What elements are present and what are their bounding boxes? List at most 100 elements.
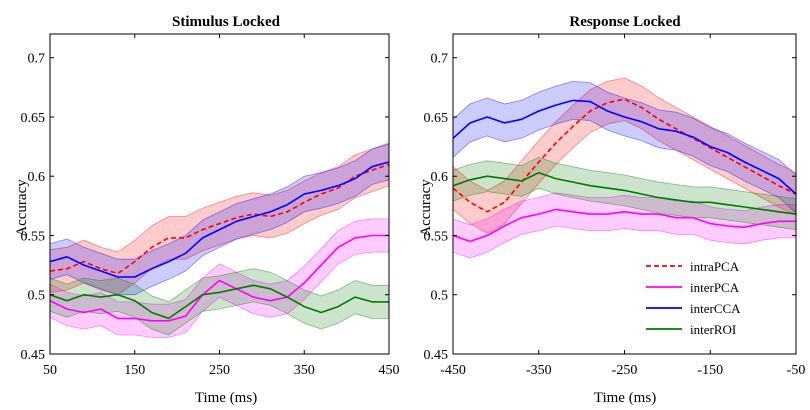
data-point-interroi [286,296,288,298]
data-point-interroi [252,284,254,286]
data-point-intrapca [320,193,322,195]
data-point-intercca [692,136,694,138]
data-point-intercca [743,161,745,163]
data-point-interpca [320,264,322,266]
data-point-interroi [201,294,203,296]
data-point-intrapca [538,161,540,163]
x-tick-label: -450 [440,363,466,378]
data-point-interroi [100,296,102,298]
series-line-interpca [49,234,389,322]
data-point-interpca [83,311,85,313]
data-point-interpca [303,282,305,284]
data-point-interroi [778,211,780,213]
data-point-intercca [218,228,220,230]
data-point-interroi [743,206,745,208]
data-point-intrapca [486,211,488,213]
data-point-interpca [709,222,711,224]
data-point-interroi [151,311,153,313]
data-point-intercca [134,276,136,278]
data-point-intercca [320,189,322,191]
data-point-interpca [269,300,271,302]
data-point-interpca [503,225,505,227]
data-point-interroi [538,172,540,174]
series-line-intercca [452,99,797,195]
chart-title: Stimulus Locked [172,14,281,30]
x-tick-label: 50 [43,363,57,378]
data-point-interroi [269,288,271,290]
data-point-intercca [151,268,153,270]
data-point-intrapca [83,260,85,262]
data-point-intrapca [503,201,505,203]
data-point-interpca [589,213,591,215]
data-point-intercca [640,121,642,123]
data-point-interroi [117,294,119,296]
data-point-interpca [66,308,68,310]
data-point-intercca [117,276,119,278]
data-point-interroi [555,177,557,179]
data-point-interpca [726,225,728,227]
legend: intraPCA interPCA interCCA interROI [646,259,741,337]
data-point-intercca [761,169,763,171]
data-point-intrapca [589,110,591,112]
data-point-interroi [303,305,305,307]
data-point-intercca [269,211,271,213]
data-point-interpca [555,208,557,210]
data-point-interroi [218,291,220,293]
data-point-interroi [167,317,169,319]
data-point-interroi [469,179,471,181]
data-point-intercca [606,110,608,112]
data-point-interroi [709,201,711,203]
x-axis-label: Time (ms) [594,390,656,406]
data-point-interroi [623,189,625,191]
x-tick-label: 150 [124,363,145,378]
data-point-interpca [743,226,745,228]
data-point-interpca [167,320,169,322]
data-point-intrapca [100,268,102,270]
data-point-intercca [675,130,677,132]
data-point-interroi [572,181,574,183]
data-point-interpca [337,246,339,248]
y-tick-label: 0.45 [424,348,449,363]
data-point-interroi [640,193,642,195]
data-point-interpca [252,296,254,298]
chart-title: Response Locked [569,14,681,30]
data-point-interpca [354,237,356,239]
data-point-interroi [486,175,488,177]
data-point-intercca [83,264,85,266]
data-point-intrapca [778,185,780,187]
legend-label-interpca: interPCA [690,280,740,295]
legend-label-intercca: interCCA [690,301,741,316]
data-point-interpca [151,320,153,322]
data-point-intercca [486,116,488,118]
data-point-intrapca [761,175,763,177]
data-point-intrapca [286,211,288,213]
data-point-intrapca [66,268,68,270]
data-point-intercca [184,252,186,254]
data-point-intercca [337,185,339,187]
series-line-interroi [49,284,389,320]
data-point-interroi [83,294,85,296]
data-point-intercca [778,177,780,179]
series-line-interpca [452,208,796,243]
data-point-interpca [100,308,102,310]
data-point-interpca [692,217,694,219]
data-point-intrapca [134,260,136,262]
data-point-interroi [606,187,608,189]
data-point-intercca [286,204,288,206]
y-tick-label: 0.6 [28,170,46,185]
data-point-intercca [354,177,356,179]
data-point-intrapca [743,166,745,168]
data-point-intercca [726,151,728,153]
data-point-interpca [572,211,574,213]
data-point-interroi [692,201,694,203]
data-point-intercca [572,99,574,101]
data-point-interpca [371,234,373,236]
data-point-intercca [100,270,102,272]
data-point-intrapca [269,215,271,217]
data-point-intrapca [167,237,169,239]
y-tick-label: 0.6 [431,170,449,185]
data-point-intrapca [151,246,153,248]
data-point-intrapca [726,156,728,158]
data-point-interpca [623,211,625,213]
